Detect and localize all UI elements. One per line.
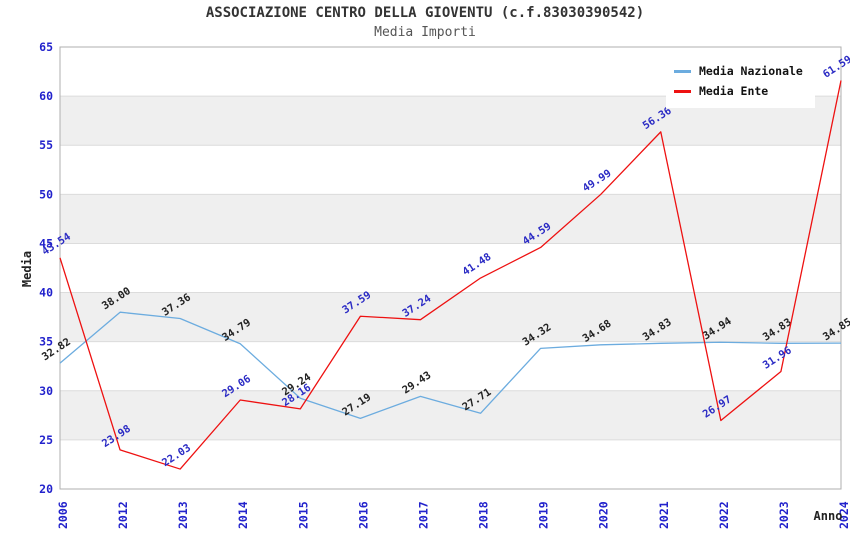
data-point-label: 31.96 — [761, 344, 794, 371]
y-tick-label: 25 — [39, 433, 53, 447]
x-tick-label: 2013 — [176, 501, 190, 529]
legend-item-media-nazionale: Media Nazionale — [674, 61, 803, 81]
x-axis-title: Anno — [813, 509, 843, 523]
legend-item-media-ente: Media Ente — [674, 81, 803, 101]
legend: Media Nazionale Media Ente — [666, 54, 815, 108]
legend-label-media-ente: Media Ente — [699, 84, 769, 98]
y-tick-label: 40 — [39, 286, 53, 300]
y-tick-label: 30 — [39, 384, 53, 398]
x-tick-label: 2023 — [777, 501, 791, 529]
x-tick-label: 2015 — [296, 501, 310, 529]
y-axis-title: Media — [20, 250, 34, 288]
data-point-label: 61.59 — [821, 53, 850, 80]
y-tick-label: 35 — [39, 335, 53, 349]
x-tick-label: 2024 — [837, 501, 850, 529]
x-tick-label: 2012 — [116, 501, 130, 529]
x-tick-label: 2022 — [717, 501, 731, 529]
legend-label-media-nazionale: Media Nazionale — [699, 64, 803, 78]
media-nazionale-line-swatch-icon — [674, 69, 691, 73]
x-tick-label: 2014 — [236, 501, 250, 529]
y-tick-label: 65 — [39, 40, 53, 54]
media-ente-line-swatch-icon — [674, 89, 691, 93]
y-tick-label: 20 — [39, 482, 53, 496]
x-tick-label: 2017 — [416, 501, 430, 529]
data-point-label: 49.99 — [581, 167, 614, 194]
x-tick-label: 2018 — [477, 501, 491, 529]
x-tick-label: 2006 — [56, 501, 70, 529]
y-tick-label: 50 — [39, 187, 53, 201]
data-point-label: 43.54 — [40, 231, 73, 258]
x-tick-label: 2019 — [537, 501, 551, 529]
x-tick-label: 2016 — [356, 501, 370, 529]
y-tick-label: 55 — [39, 138, 53, 152]
y-tick-label: 60 — [39, 89, 53, 103]
y-tick-label: 45 — [39, 236, 53, 250]
x-tick-label: 2021 — [657, 501, 671, 529]
chart-subtitle: Media Importi — [374, 25, 476, 40]
data-point-label: 22.03 — [160, 442, 193, 469]
x-tick-label: 2020 — [597, 501, 611, 529]
chart-title: ASSOCIAZIONE CENTRO DELLA GIOVENTU (c.f.… — [205, 5, 645, 21]
